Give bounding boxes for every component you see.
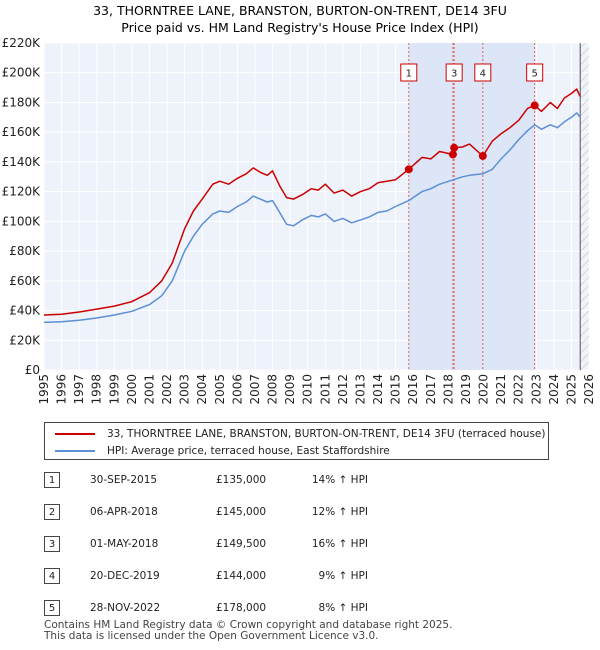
- sale-hpi-diff: 12% ↑ HPI: [311, 506, 368, 518]
- property-price-line: [43, 88, 581, 316]
- y-tick-label: £220K: [2, 36, 42, 50]
- x-tick-label: 2011: [318, 374, 332, 405]
- y-tick-label: £0: [25, 363, 40, 377]
- sale-label-number: 4: [480, 69, 486, 80]
- sale-point: [530, 101, 539, 110]
- footer-line-copyright: Contains HM Land Registry data © Crown c…: [44, 619, 453, 631]
- sale-period-shade: [408, 43, 535, 370]
- x-tick-label: 2023: [529, 374, 543, 405]
- chart-legend: 33, THORNTREE LANE, BRANSTON, BURTON-ON-…: [44, 422, 549, 460]
- x-tick-label: 2009: [283, 374, 297, 405]
- sale-date: 06-APR-2018: [90, 506, 158, 518]
- legend-item-hpi: HPI: Average price, terraced house, East…: [55, 443, 390, 459]
- y-tick-label: £180K: [2, 95, 42, 109]
- x-tick-label: 2008: [266, 374, 280, 405]
- x-tick-label: 1999: [107, 374, 121, 405]
- x-tick-label: 2001: [142, 374, 156, 405]
- sale-point: [450, 143, 459, 152]
- x-tick-label: 1995: [37, 374, 51, 405]
- x-tick-label: 2013: [353, 374, 367, 405]
- sale-number-badge: 2: [44, 504, 60, 520]
- sale-label-box: [400, 63, 418, 82]
- sale-label-number: 1: [406, 69, 412, 80]
- sale-point: [404, 165, 413, 174]
- y-tick-label: £140K: [2, 155, 42, 169]
- sale-label-number: 3: [451, 69, 457, 80]
- legend-swatch-property: [55, 433, 95, 435]
- x-tick-label: 2000: [125, 374, 139, 405]
- legend-item-property: 33, THORNTREE LANE, BRANSTON, BURTON-ON-…: [55, 426, 545, 442]
- footer-line-licence: This data is licensed under the Open Gov…: [44, 630, 379, 642]
- sales-row-1: 1 30-SEP-2015 £135,000 14% ↑ HPI: [44, 472, 584, 490]
- x-tick-label: 2016: [406, 374, 420, 405]
- sale-label-box: [526, 63, 544, 82]
- chart-title: 33, THORNTREE LANE, BRANSTON, BURTON-ON-…: [93, 3, 507, 18]
- y-tick-label: £200K: [2, 66, 42, 80]
- x-tick-label: 2018: [441, 374, 455, 405]
- x-tick-label: 2007: [248, 374, 262, 405]
- sale-label-number: 5: [531, 69, 537, 80]
- x-tick-label: 2010: [301, 374, 315, 405]
- x-tick-label: 1998: [90, 374, 104, 405]
- sale-number-badge: 5: [44, 600, 60, 616]
- y-tick-label: £40K: [9, 304, 41, 318]
- y-tick-label: £160K: [2, 125, 42, 139]
- x-tick-label: 2017: [424, 374, 438, 405]
- forecast-hatch: [580, 43, 589, 370]
- sale-number-badge: 4: [44, 568, 60, 584]
- sales-row-5: 5 28-NOV-2022 £178,000 8% ↑ HPI: [44, 600, 584, 618]
- legend-swatch-hpi: [55, 450, 95, 452]
- legend-label-hpi: HPI: Average price, terraced house, East…: [107, 445, 390, 457]
- sale-date: 01-MAY-2018: [90, 538, 159, 550]
- sale-hpi-diff: 16% ↑ HPI: [311, 538, 368, 550]
- y-tick-label: £80K: [9, 244, 41, 258]
- x-tick-label: 2012: [336, 374, 350, 405]
- x-tick-label: 2004: [195, 374, 209, 405]
- legend-label-property: 33, THORNTREE LANE, BRANSTON, BURTON-ON-…: [107, 428, 546, 440]
- x-tick-label: 2024: [547, 374, 561, 405]
- hpi-line: [43, 112, 581, 324]
- sale-price: £145,000: [216, 506, 267, 518]
- x-tick-label: 2003: [178, 374, 192, 405]
- sale-price: £144,000: [216, 570, 267, 582]
- y-tick-label: £120K: [2, 185, 42, 199]
- sale-price: £149,500: [216, 538, 267, 550]
- sale-price: £178,000: [216, 602, 267, 614]
- sales-row-4: 4 20-DEC-2019 £144,000 9% ↑ HPI: [44, 568, 584, 586]
- sale-label-box: [474, 63, 492, 82]
- footer-notice: Contains HM Land Registry data © Crown c…: [44, 620, 452, 642]
- x-tick-label: 2006: [230, 374, 244, 405]
- y-tick-label: £100K: [2, 214, 42, 228]
- sale-price: £135,000: [216, 474, 267, 486]
- sale-hpi-diff: 8% ↑ HPI: [318, 602, 368, 614]
- sale-date: 20-DEC-2019: [90, 570, 160, 582]
- price-chart: 33, THORNTREE LANE, BRANSTON, BURTON-ON-…: [2, 3, 596, 405]
- sale-point: [448, 150, 457, 159]
- sale-number-badge: 1: [44, 472, 60, 488]
- sales-row-3: 3 01-MAY-2018 £149,500 16% ↑ HPI: [44, 536, 584, 554]
- x-tick-label: 1996: [55, 374, 69, 405]
- x-tick-label: 2019: [459, 374, 473, 405]
- x-tick-label: 2014: [371, 374, 385, 405]
- y-tick-label: £60K: [9, 274, 41, 288]
- x-tick-label: 2005: [213, 374, 227, 405]
- sale-hpi-diff: 9% ↑ HPI: [318, 570, 368, 582]
- x-tick-label: 2021: [494, 374, 508, 405]
- sale-hpi-diff: 14% ↑ HPI: [311, 474, 368, 486]
- x-tick-label: 2025: [564, 374, 578, 405]
- x-tick-label: 2020: [477, 374, 491, 405]
- x-tick-label: 2022: [512, 374, 526, 405]
- x-tick-label: 2015: [389, 374, 403, 405]
- sale-date: 30-SEP-2015: [90, 474, 158, 486]
- y-tick-label: £20K: [9, 333, 41, 347]
- x-tick-label: 2002: [160, 374, 174, 405]
- sale-date: 28-NOV-2022: [90, 602, 161, 614]
- sale-point: [478, 151, 487, 160]
- sales-row-2: 2 06-APR-2018 £145,000 12% ↑ HPI: [44, 504, 584, 522]
- sale-label-box: [445, 63, 463, 82]
- x-tick-label: 1997: [72, 374, 86, 405]
- sale-number-badge: 3: [44, 536, 60, 552]
- chart-subtitle: Price paid vs. HM Land Registry's House …: [121, 20, 478, 35]
- x-tick-label: 2026: [582, 374, 596, 405]
